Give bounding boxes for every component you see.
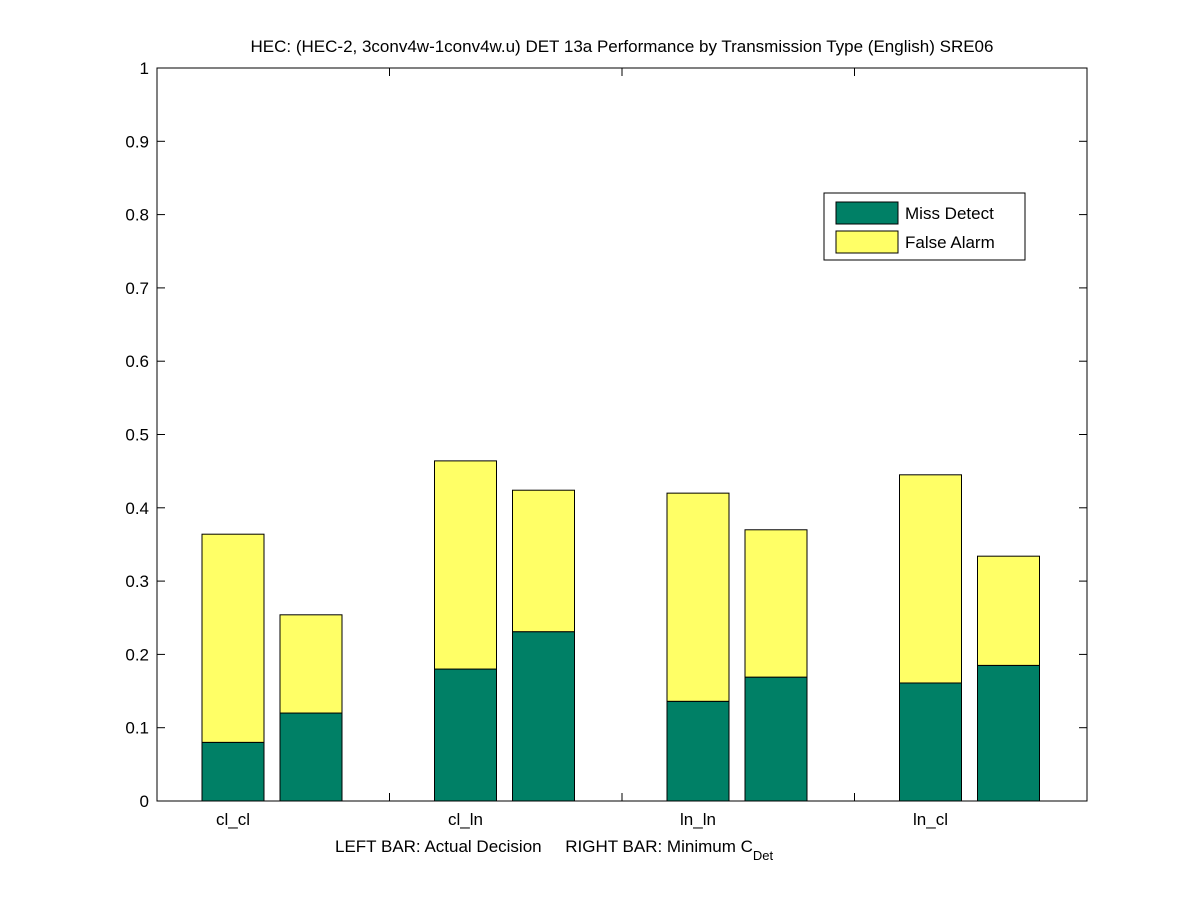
plot-area-frame <box>156 67 1088 802</box>
y-tick-label: 0.9 <box>125 132 149 151</box>
y-axis-ticks: 0 0.1 0.2 0.3 0.4 0.5 0.6 0.7 0.8 0.9 1 <box>125 59 1087 811</box>
bar-segment-false-alarm <box>977 555 1040 666</box>
y-tick-label: 0.8 <box>125 206 149 225</box>
bar-segment-miss-detect <box>279 712 343 802</box>
y-tick-label: 0 <box>140 792 149 811</box>
y-tick-label: 0.2 <box>125 645 149 664</box>
x-axis-label-main: LEFT BAR: Actual Decision RIGHT BAR: Min… <box>335 837 753 856</box>
x-tick-label: cl_cl <box>216 810 250 829</box>
x-axis-ticks: cl_cl cl_ln ln_ln ln_cl <box>216 68 948 829</box>
x-tick-label: ln_ln <box>680 810 716 829</box>
y-tick-label: 0.1 <box>125 719 149 738</box>
y-tick-label: 1 <box>140 59 149 78</box>
bar-segment-miss-detect <box>434 668 497 802</box>
bar-segment-false-alarm <box>744 529 808 678</box>
y-tick-label: 0.7 <box>125 279 149 298</box>
chart-title: HEC: (HEC-2, 3conv4w-1conv4w.u) DET 13a … <box>251 37 994 56</box>
legend: Miss Detect False Alarm <box>823 192 1026 261</box>
bar-segment-false-alarm <box>512 489 575 633</box>
bar-segment-false-alarm <box>899 474 962 684</box>
legend-label-false-alarm: False Alarm <box>905 233 995 252</box>
x-axis-label: LEFT BAR: Actual Decision RIGHT BAR: Min… <box>335 837 773 863</box>
bar-segment-false-alarm <box>666 492 730 702</box>
y-tick-label: 0.6 <box>125 352 149 371</box>
bar-segment-miss-detect <box>977 664 1040 802</box>
legend-label-miss-detect: Miss Detect <box>905 204 994 223</box>
x-tick-label: cl_ln <box>448 810 483 829</box>
y-tick-label: 0.4 <box>125 499 149 518</box>
bar-segment-false-alarm <box>434 460 497 670</box>
legend-swatch-false-alarm <box>835 230 899 254</box>
bars-group <box>201 460 1040 802</box>
bar-segment-miss-detect <box>201 741 265 802</box>
bar-segment-false-alarm <box>201 533 265 743</box>
bar-segment-miss-detect <box>744 676 808 802</box>
bar-segment-false-alarm <box>279 614 343 714</box>
y-tick-label: 0.3 <box>125 572 149 591</box>
x-axis-label-subscript: Det <box>753 848 774 863</box>
bar-segment-miss-detect <box>899 682 962 802</box>
bar-segment-miss-detect <box>666 700 730 802</box>
bar-segment-miss-detect <box>512 631 575 802</box>
y-tick-label: 0.5 <box>125 426 149 445</box>
legend-swatch-miss-detect <box>835 201 899 225</box>
x-tick-label: ln_cl <box>913 810 948 829</box>
